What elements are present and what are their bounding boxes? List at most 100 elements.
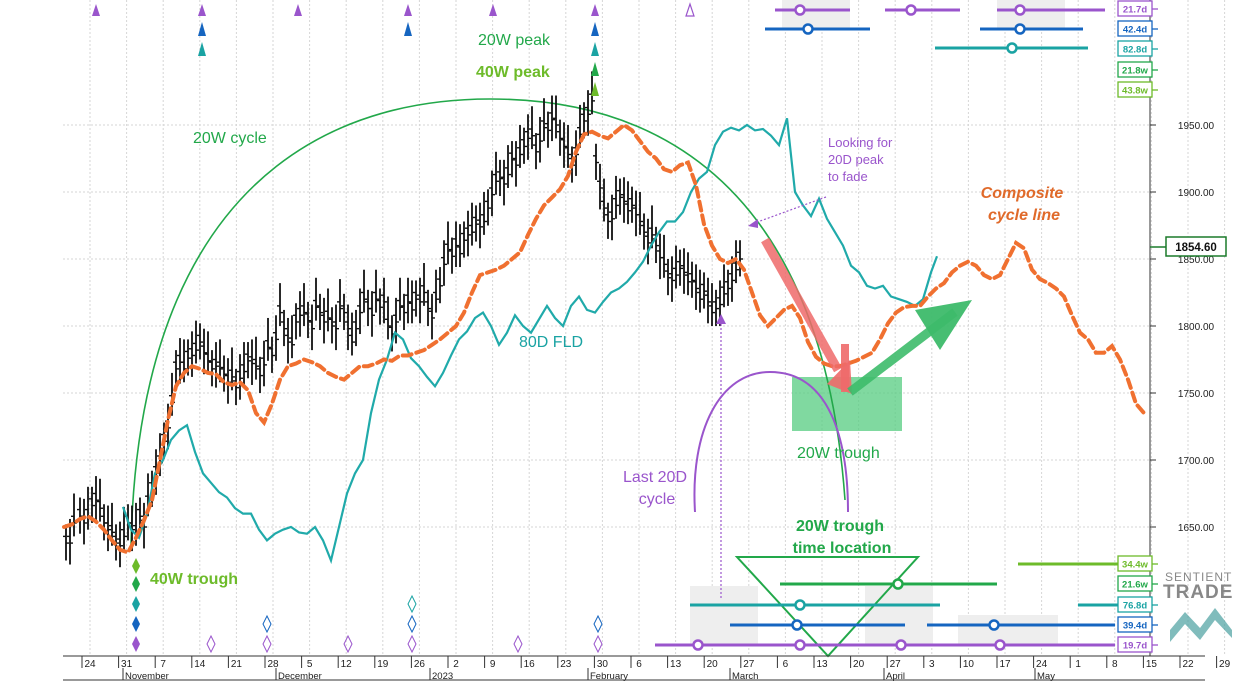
trough-marker-purple-hollow (206, 634, 216, 654)
period-badge-label: 82.8d (1123, 45, 1147, 56)
peak-marker-purple (92, 4, 100, 16)
label-80d-fld: 80D FLD (519, 334, 583, 351)
trough-marker-purple (132, 636, 140, 652)
top-band-shade-2 (997, 0, 1065, 30)
y-tick-label: 1800.00 (1178, 322, 1215, 333)
composite-cycle-line (62, 122, 1146, 555)
trough-marker-blue (132, 616, 140, 632)
peak-marker-blue (198, 22, 206, 36)
last-price-value: 1854.60 (1175, 242, 1217, 254)
x-tick-label: 23 (560, 659, 572, 670)
peak-marker-purple (489, 4, 497, 16)
period-badge-label: 34.4w (1122, 560, 1148, 571)
period-badge: 82.8d (1117, 40, 1158, 57)
trough-marker-blue-hollow (593, 614, 603, 634)
label-last-20d-2: cycle (639, 491, 676, 508)
trough-marker-lime (132, 558, 140, 574)
looking-pointer-head (748, 219, 758, 228)
peak-marker-purple (198, 4, 206, 16)
period-badge: 43.8w (1117, 81, 1158, 98)
period-badge: 76.8d (1117, 596, 1158, 613)
trough-marker-purple-hollow (343, 634, 353, 654)
label-composite-2: cycle line (988, 207, 1060, 224)
peak-marker-teal (591, 42, 599, 56)
sentient-trader-logo: SENTIENT TRADER (1163, 570, 1233, 642)
x-tick-label: 6 (636, 659, 642, 670)
period-badge: 21.7d (1117, 0, 1158, 17)
peak-marker-lime (591, 82, 599, 96)
y-tick-label: 1700.00 (1178, 456, 1215, 467)
logo-line1: SENTIENT (1165, 570, 1232, 584)
x-tick-label: 5 (307, 659, 313, 670)
label-40w-trough: 40W trough (150, 571, 238, 588)
x-tick-label: 13 (816, 659, 828, 670)
peak-marker-green (591, 62, 599, 76)
x-tick-label: 3 (929, 659, 935, 670)
x-tick-label: 7 (160, 659, 166, 670)
x-tick-label: 22 (1182, 659, 1194, 670)
label-40w-peak: 40W peak (476, 64, 550, 81)
x-tick-label: 24 (1036, 659, 1048, 670)
x-tick-label: 28 (267, 659, 279, 670)
label-time-location-1: 20W trough (796, 518, 884, 535)
x-tick-label: 10 (963, 659, 975, 670)
month-label: 2023 (432, 671, 453, 682)
month-label: December (278, 671, 322, 682)
x-tick-label: 26 (414, 659, 426, 670)
label-20w-trough: 20W trough (797, 445, 880, 462)
y-tick-label: 1850.00 (1178, 255, 1215, 266)
looking-pointer (751, 196, 827, 225)
trough-markers (132, 558, 603, 654)
label-composite-1: Composite (981, 185, 1064, 202)
month-label: May (1037, 671, 1055, 682)
period-badge-label: 76.8d (1123, 601, 1147, 612)
x-tick-label: 29 (1219, 659, 1231, 670)
trough-marker-purple-hollow (593, 634, 603, 654)
label-time-location-2: time location (793, 540, 892, 557)
last-trough-pointer-head (716, 314, 726, 324)
peak-marker-purple (404, 4, 412, 16)
month-label: April (886, 671, 905, 682)
trough-marker-blue-hollow (262, 614, 272, 634)
up-arrow (847, 300, 972, 396)
trough-marker-blue-hollow (407, 614, 417, 634)
peak-marker-blue (591, 22, 599, 36)
cycle-20d-arc (693, 370, 849, 513)
period-badge-label: 21.8w (1122, 66, 1148, 77)
month-label: March (732, 671, 758, 682)
logo-mark (1170, 608, 1232, 642)
period-badge: 19.7d (1117, 636, 1158, 653)
x-tick-label: 27 (743, 659, 755, 670)
x-tick-label: 17 (999, 659, 1011, 670)
x-tick-label: 31 (121, 659, 133, 670)
x-tick-label: 1 (1075, 659, 1081, 670)
trough-marker-purple-hollow (262, 634, 272, 654)
peak-marker-blue (404, 22, 412, 36)
peak-marker-purple (294, 4, 302, 16)
x-tick-label: 13 (670, 659, 682, 670)
y-tick-label: 1900.00 (1178, 188, 1215, 199)
x-axis-ticks: 24 31 7 14 21 28 5 12 19 26 2 9 16 23 30 6 13 20 27 6 13 20 27… (81, 656, 1231, 682)
x-tick-label: 8 (1112, 659, 1118, 670)
y-tick-label: 1950.00 (1178, 121, 1215, 132)
trough-marker-purple-hollow (407, 634, 417, 654)
top-cycle-bars (765, 4, 1105, 54)
x-tick-label: 2 (453, 659, 459, 670)
label-last-20d-1: Last 20D (623, 469, 687, 486)
y-tick-label: 1750.00 (1178, 389, 1215, 400)
label-20w-cycle: 20W cycle (193, 130, 267, 147)
trough-marker-purple-hollow (513, 634, 523, 654)
label-looking-1: Looking for (828, 135, 893, 150)
price-bars (63, 71, 743, 568)
x-tick-label: 12 (341, 659, 353, 670)
trough-marker-teal-hollow (407, 594, 417, 614)
period-badge: 21.8w (1117, 61, 1158, 78)
cycle-period-badges: 21.7d 42.4d 82.8d 21.8w 43.8w 34.4w 21.6w 76.8d… (1117, 0, 1158, 653)
bottom-band-shade-2 (865, 586, 933, 644)
period-badge-label: 42.4d (1123, 25, 1147, 36)
period-badge-label: 39.4d (1123, 621, 1147, 632)
cycle-20w-arc (130, 98, 846, 546)
x-tick-label: 30 (597, 659, 609, 670)
label-20w-peak: 20W peak (478, 32, 551, 49)
